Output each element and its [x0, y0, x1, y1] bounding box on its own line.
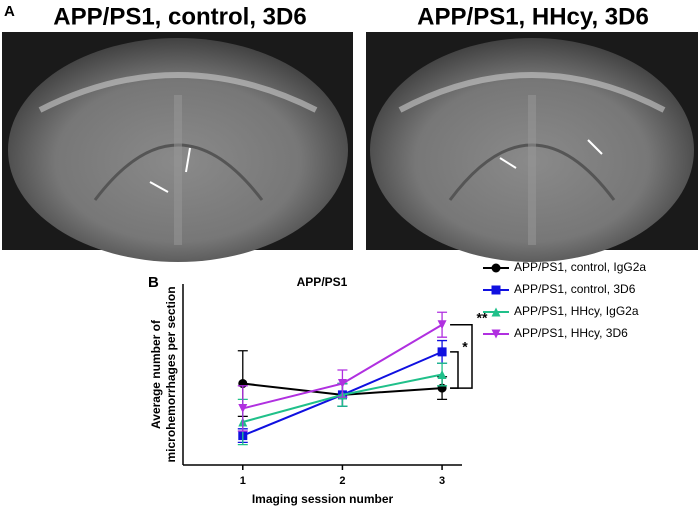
panel-label: B — [148, 274, 159, 291]
series — [237, 311, 448, 432]
marker — [437, 320, 447, 330]
mri-image — [2, 32, 353, 262]
legend-label: APP/PS1, HHcy, IgG2a — [514, 304, 639, 318]
marker — [437, 347, 447, 357]
marker — [437, 370, 447, 379]
y-axis-label: microhemorrhages per section — [164, 286, 178, 462]
legend-label: APP/PS1, control, 3D6 — [514, 282, 636, 296]
panel-label: A — [4, 3, 15, 20]
significance-bracket — [450, 351, 459, 389]
legend-label: APP/PS1, control, IgG2a — [514, 260, 646, 274]
significance-label: ** — [477, 309, 488, 325]
legend-marker — [491, 263, 501, 273]
image-title: APP/PS1, HHcy, 3D6 — [417, 3, 649, 30]
chart-title: APP/PS1 — [297, 275, 348, 289]
marker — [238, 403, 248, 413]
legend-marker — [491, 329, 501, 339]
significance-bracket — [450, 323, 473, 389]
image-title: APP/PS1, control, 3D6 — [53, 3, 306, 30]
x-axis-label: Imaging session number — [252, 492, 394, 506]
significance-label: * — [462, 339, 468, 355]
mri-image — [366, 32, 698, 262]
x-tick-label: 1 — [240, 475, 246, 487]
x-tick-label: 2 — [339, 475, 345, 487]
legend-marker — [491, 307, 501, 317]
x-tick-label: 3 — [439, 475, 445, 487]
marker — [337, 379, 347, 389]
legend-marker — [491, 285, 501, 295]
legend-label: APP/PS1, HHcy, 3D6 — [514, 326, 628, 340]
y-axis-label: Average number of — [149, 319, 163, 429]
